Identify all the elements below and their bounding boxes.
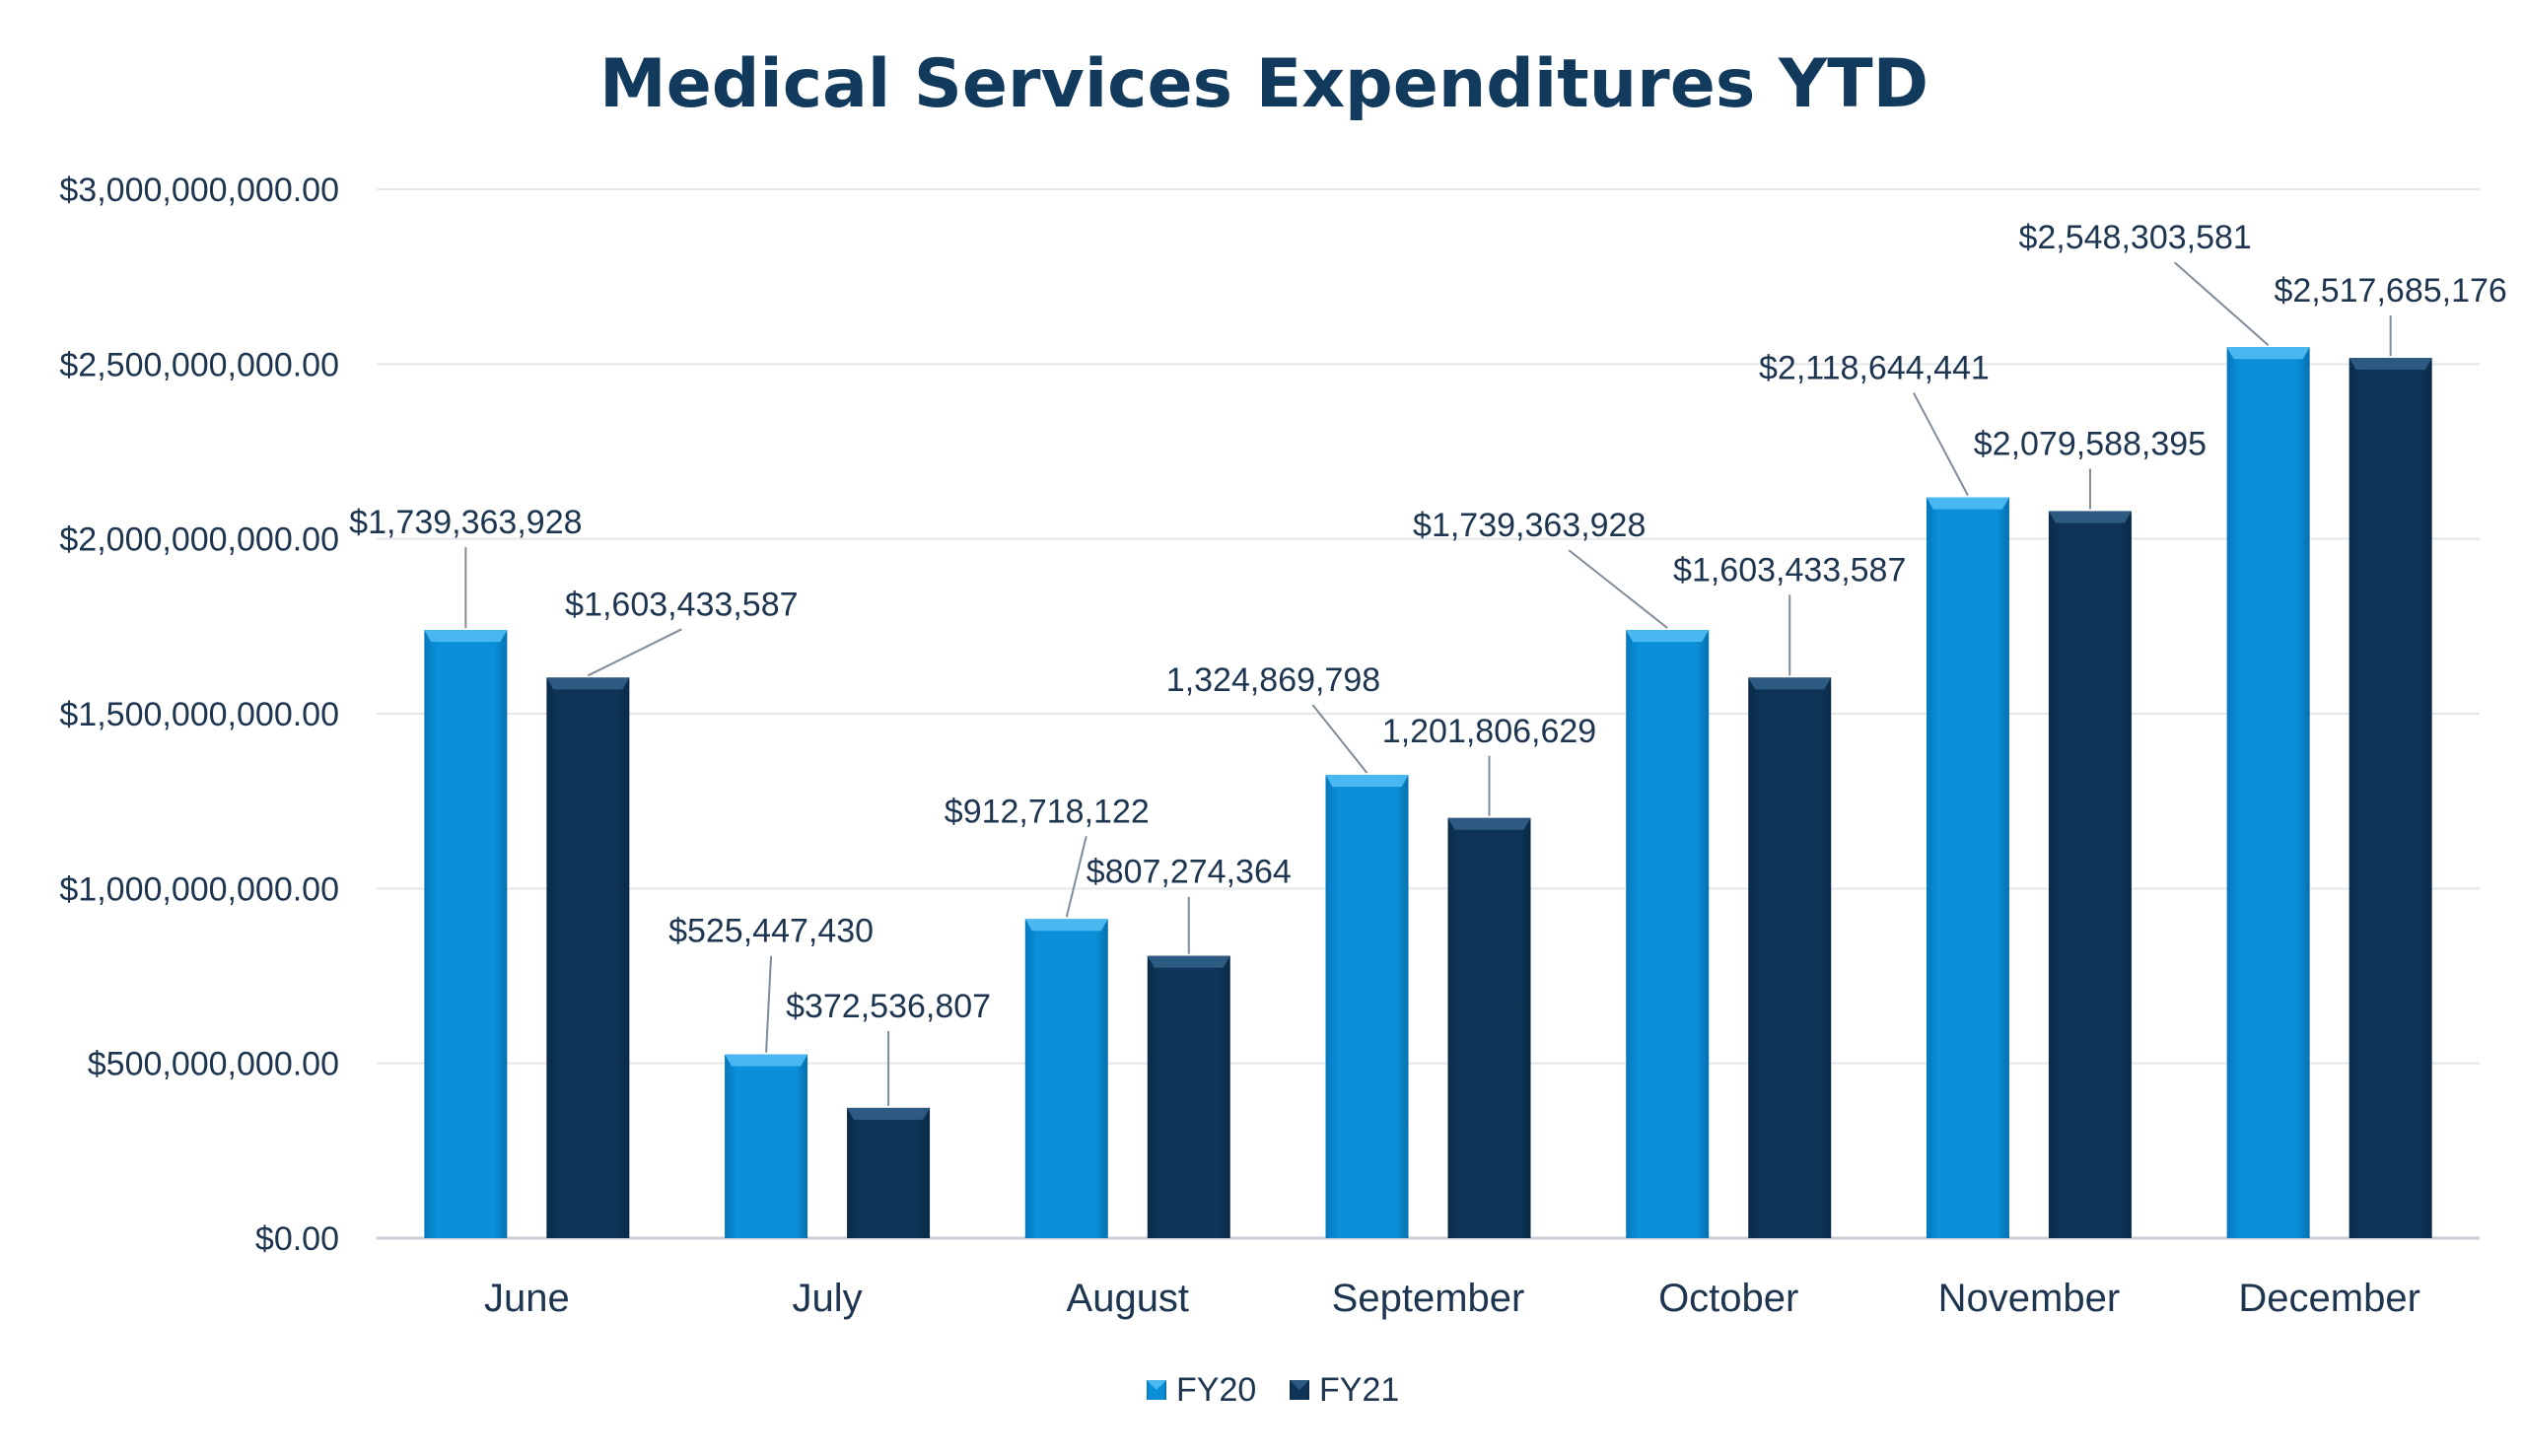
data-label-fy21-june: $1,603,433,587 <box>565 586 798 623</box>
data-label-fy21-september: 1,201,806,629 <box>1382 713 1596 750</box>
x-tick-label: December <box>2238 1277 2420 1320</box>
data-label-fy20-june: $1,739,363,928 <box>349 504 582 541</box>
y-tick-label: $500,000,000.00 <box>88 1046 339 1083</box>
data-label-fy21-november: $2,079,588,395 <box>1974 425 2207 462</box>
y-tick-label: $2,000,000,000.00 <box>59 521 339 559</box>
bar-bevel <box>725 1054 808 1067</box>
bar-fy20-november <box>1926 497 2009 1239</box>
leader-line <box>587 628 682 677</box>
data-label-fy20-september: 1,324,869,798 <box>1166 661 1380 699</box>
bar-fy21-july <box>847 1107 931 1238</box>
y-tick-label: $1,500,000,000.00 <box>59 696 339 733</box>
data-label-fy21-december: $2,517,685,176 <box>2274 272 2506 310</box>
bar-fy20-august <box>1024 919 1108 1238</box>
bar-bevel <box>1447 817 1531 830</box>
data-label-fy20-october: $1,739,363,928 <box>1413 507 1646 544</box>
x-tick-label: November <box>1938 1277 2121 1320</box>
bar-bevel <box>2349 358 2432 371</box>
bar-fy20-june <box>424 630 508 1238</box>
bar-fy20-september <box>1325 775 1409 1238</box>
y-tick-label: $1,000,000,000.00 <box>59 870 339 908</box>
data-labels: $1,739,363,928 $1,603,433,587 $525,447,430… <box>349 219 2507 1025</box>
bar-bevel <box>847 1107 931 1120</box>
leader-line <box>2173 261 2270 346</box>
data-label-fy20-july: $525,447,430 <box>668 913 874 950</box>
leader-line <box>1568 549 1668 629</box>
bar-bevel <box>546 677 630 690</box>
bar-fy20-october <box>1626 630 1710 1238</box>
y-axis: $0.00 $500,000,000.00 $1,000,000,000.00 $1,… <box>59 172 339 1258</box>
bars <box>424 347 2432 1239</box>
legend: FY20 FY21 <box>1147 1371 1399 1409</box>
data-label-fy20-november: $2,118,644,441 <box>1759 350 1990 387</box>
bar-bevel <box>1626 630 1710 643</box>
y-tick-label: $0.00 <box>255 1220 339 1258</box>
x-tick-label: October <box>1658 1277 1798 1320</box>
leader-line <box>1913 392 1969 497</box>
leader-line <box>765 955 773 1053</box>
bar-bevel <box>1748 677 1832 690</box>
legend-swatch-bevel <box>1147 1380 1166 1390</box>
bar-fy21-june <box>546 677 630 1238</box>
x-tick-label: August <box>1067 1277 1190 1320</box>
bar-fy21-september <box>1447 817 1531 1238</box>
x-axis: June July August September October November De… <box>484 1277 2420 1320</box>
legend-label-fy21: FY21 <box>1319 1371 1399 1409</box>
y-tick-label: $3,000,000,000.00 <box>59 172 339 209</box>
bar-bevel <box>424 630 508 643</box>
data-label-fy21-august: $807,274,364 <box>1087 854 1292 891</box>
y-tick-label: $2,500,000,000.00 <box>59 346 339 383</box>
data-label-fy20-december: $2,548,303,581 <box>2018 219 2251 256</box>
bar-bevel <box>1926 497 2009 510</box>
bar-fy20-december <box>2226 347 2310 1238</box>
chart-title: Medical Services Expenditures YTD <box>599 45 1928 123</box>
data-label-fy21-july: $372,536,807 <box>786 988 991 1025</box>
bar-fy21-august <box>1147 955 1230 1238</box>
leader-line <box>1065 836 1087 918</box>
bar-bevel <box>2048 511 2132 523</box>
bar-fy21-october <box>1748 677 1832 1238</box>
data-label-fy20-august: $912,718,122 <box>945 793 1150 830</box>
bar-bevel <box>2226 347 2310 360</box>
x-tick-label: September <box>1332 1277 1525 1320</box>
x-tick-label: July <box>793 1277 863 1320</box>
x-tick-label: June <box>484 1277 570 1320</box>
data-label-fy21-october: $1,603,433,587 <box>1673 551 1906 589</box>
bar-bevel <box>1024 919 1108 932</box>
legend-swatch-bevel <box>1290 1380 1309 1390</box>
bar-fy21-december <box>2349 358 2432 1238</box>
bar-bevel <box>1325 775 1409 788</box>
leader-lines <box>464 261 2392 1106</box>
bar-fy20-july <box>725 1054 808 1238</box>
leader-line <box>1311 704 1368 774</box>
legend-label-fy20: FY20 <box>1176 1371 1256 1409</box>
bar-bevel <box>1147 955 1230 968</box>
bar-fy21-november <box>2048 511 2132 1238</box>
